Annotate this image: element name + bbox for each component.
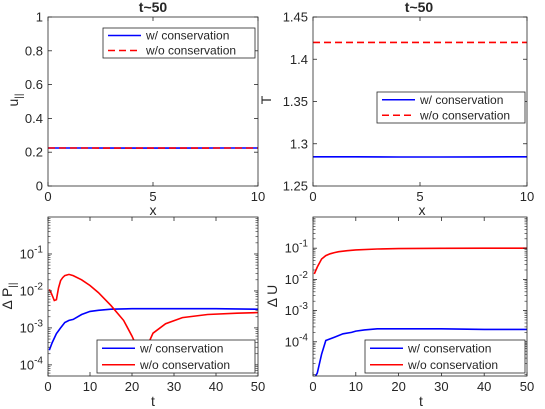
plot-area: 0 5 10 0 0.2 0.4 0.6 0.8 1 <box>25 10 265 205</box>
plot-area: 0 10 20 30 40 50 10-4 10-3 10-2 10-1 <box>285 216 534 394</box>
y-tick-label: 1.45 <box>283 10 308 25</box>
y-tick-label: 0.4 <box>25 111 43 126</box>
y-tick-label: 10-4 <box>20 355 44 372</box>
panel-temperature: t~50 x T 0 5 10 1.25 1.3 1.35 1.4 1.45 w/ conse… <box>258 0 534 218</box>
plot-area: 0 10 20 30 40 50 10-4 10-3 10-2 10-1 <box>20 216 265 394</box>
x-tick-label: 0 <box>309 379 316 394</box>
x-tick-label: 20 <box>391 379 405 394</box>
y-tick-label: 10-1 <box>20 244 44 261</box>
x-axis-label: t <box>419 393 423 409</box>
legend-box <box>364 339 526 374</box>
y-axis-label: T <box>258 95 274 104</box>
y-tick-label: 0.2 <box>25 145 43 160</box>
y-tick-label: 10-1 <box>285 239 309 256</box>
y-axis-label: u|| <box>5 94 25 107</box>
y-tick-label: 1.35 <box>283 94 308 109</box>
x-tick-label: 10 <box>83 379 97 394</box>
legend-box <box>102 27 256 59</box>
x-tick-label: 5 <box>416 189 423 204</box>
plot-area: 0 5 10 1.25 1.3 1.35 1.4 1.45 <box>283 10 535 205</box>
legend-label: w/o conservation <box>145 44 236 58</box>
y-tick-label: 1.25 <box>283 179 308 194</box>
x-tick-label: 40 <box>477 379 491 394</box>
legend-box <box>376 91 526 124</box>
x-axis-label: x <box>419 202 426 218</box>
axes-box <box>312 216 528 377</box>
x-axis-label: x <box>150 202 157 218</box>
x-tick-label: 10 <box>251 189 265 204</box>
y-axis-label: Δ U <box>264 285 280 308</box>
legend-label: w/o conservation <box>419 108 510 122</box>
legend-label: w/o conservation <box>139 358 230 372</box>
y-tick-label: 10-2 <box>20 281 44 298</box>
x-tick-label: 10 <box>349 379 363 394</box>
y-tick-label: 10-2 <box>285 270 309 287</box>
panel-title: t~50 <box>405 0 434 15</box>
x-tick-label: 5 <box>149 189 156 204</box>
y-tick-label: 10-4 <box>285 332 309 349</box>
series-line-with-conservation <box>314 327 527 376</box>
x-tick-label: 30 <box>167 379 181 394</box>
x-tick-label: 40 <box>209 379 223 394</box>
x-tick-label: 0 <box>44 189 51 204</box>
series-line-with-conservation <box>48 307 258 351</box>
legend-label: w/o conservation <box>407 358 498 372</box>
x-tick-label: 20 <box>125 379 139 394</box>
y-tick-label: 10-3 <box>285 301 309 318</box>
series-line-without-conservation <box>48 273 258 362</box>
legend-box <box>96 339 256 374</box>
y-tick-label: 0 <box>36 179 43 194</box>
x-tick-label: 0 <box>309 189 316 204</box>
y-tick-label: 0.6 <box>25 77 43 92</box>
y-tick-label: 10-3 <box>20 318 44 335</box>
legend-label: w/ conservation <box>419 93 503 107</box>
y-tick-label: 1 <box>36 10 43 25</box>
x-tick-label: 30 <box>434 379 448 394</box>
legend: w/ conservation w/o conservation <box>96 339 256 374</box>
panel-delta-u: t Δ U 0 10 20 30 40 50 10-4 10-3 10-2 10-1 w/ con… <box>264 216 534 409</box>
x-tick-label: 50 <box>251 379 265 394</box>
panel-u-parallel: t~50 x u|| 0 5 10 0 0.2 0.4 0.6 0.8 1 w/ conserv… <box>5 0 265 218</box>
y-axis-label: Δ P|| <box>0 282 19 309</box>
panel-delta-p: t Δ P|| 0 10 20 30 40 50 10-4 10-3 10-2 10-1 w/ c… <box>0 216 265 409</box>
panel-title: t~50 <box>139 0 168 15</box>
legend-label: w/ conservation <box>139 341 223 355</box>
legend-label: w/ conservation <box>407 341 491 355</box>
x-tick-label: 0 <box>44 379 51 394</box>
y-tick-label: 0.8 <box>25 43 43 58</box>
legend: w/ conservation w/o conservation <box>364 339 526 374</box>
x-axis-label: t <box>151 393 155 409</box>
x-tick-label: 10 <box>520 189 534 204</box>
series-line-without-conservation <box>313 247 527 275</box>
y-tick-label: 1.3 <box>290 136 308 151</box>
x-tick-label: 50 <box>520 379 534 394</box>
y-tick-label: 1.4 <box>290 52 308 67</box>
legend-label: w/ conservation <box>145 29 229 43</box>
